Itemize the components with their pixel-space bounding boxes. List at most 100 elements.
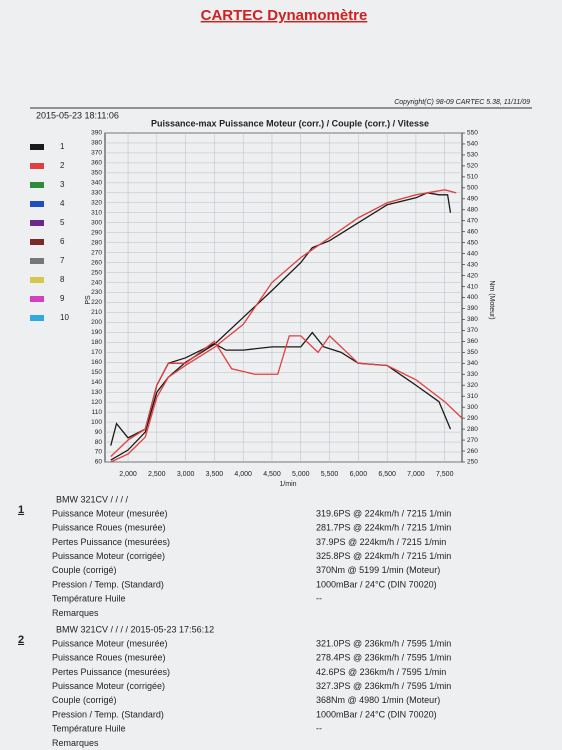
y-tick-label: 270 [91, 249, 102, 256]
legend-label: 4 [60, 199, 65, 208]
x-tick-label: 3,500 [206, 471, 224, 478]
result-value: 42.6PS @ 236km/h / 7595 1/min [316, 667, 446, 677]
chart-title: Puissance-max Puissance Moteur (corr.) /… [151, 118, 429, 128]
result-label: Puissance Roues (mesurée) [52, 653, 166, 663]
x-tick-label: 4,000 [234, 471, 252, 478]
result-value: 321.0PS @ 236km/h / 7595 1/min [316, 638, 451, 648]
y2-tick-label: 450 [467, 239, 478, 246]
y2-tick-label: 500 [467, 185, 478, 192]
legend-swatch [30, 239, 44, 245]
result-value: 368Nm @ 4980 1/min (Moteur) [316, 695, 440, 705]
y-tick-label: 260 [91, 259, 102, 266]
y-tick-label: 320 [91, 200, 102, 207]
y-tick-label: 130 [91, 389, 102, 396]
result-label: Température Huile [52, 724, 126, 734]
result-label: Couple (corrigé) [52, 565, 117, 575]
y2-tick-label: 310 [467, 393, 478, 400]
legend-swatch [30, 315, 44, 321]
y-tick-label: 380 [91, 140, 102, 147]
y-tick-label: 370 [91, 150, 102, 157]
legend-label: 8 [60, 275, 65, 284]
legend-swatch [30, 201, 44, 207]
y-axis-label: PS [85, 295, 92, 305]
y2-tick-label: 340 [467, 360, 478, 367]
y-tick-label: 310 [91, 209, 102, 216]
y-tick-label: 80 [95, 439, 103, 446]
y2-tick-label: 430 [467, 261, 478, 268]
x-tick-label: 3,000 [177, 471, 195, 478]
result-label: Pression / Temp. (Standard) [52, 709, 164, 719]
y-tick-label: 100 [91, 419, 102, 426]
result-value: -- [316, 724, 322, 734]
y2-tick-label: 370 [467, 327, 478, 334]
legend-swatch [30, 258, 44, 264]
result-value: 1000mBar / 24°C (DIN 70020) [316, 709, 437, 719]
x-tick-label: 5,000 [292, 471, 310, 478]
result-value: 319.6PS @ 224km/h / 7215 1/min [316, 508, 451, 518]
result-label: Remarques [52, 608, 99, 618]
legend-label: 7 [60, 256, 65, 265]
legend-label: 9 [60, 294, 65, 303]
y-tick-label: 240 [91, 279, 102, 286]
page-title: CARTEC Dynamomètre [201, 7, 368, 24]
result-label: Pertes Puissance (mesurées) [52, 537, 170, 547]
y-tick-label: 200 [91, 319, 102, 326]
y2-axis-label: Nm (Moteur) [488, 280, 495, 319]
y2-tick-label: 460 [467, 228, 478, 235]
y2-tick-label: 290 [467, 415, 478, 422]
y-tick-label: 250 [91, 269, 102, 276]
y2-tick-label: 530 [467, 152, 478, 159]
y2-tick-label: 320 [467, 382, 478, 389]
x-tick-label: 5,500 [321, 471, 339, 478]
result-value: -- [316, 594, 322, 604]
result-value: 325.8PS @ 224km/h / 7215 1/min [316, 551, 451, 561]
y-tick-label: 210 [91, 309, 102, 316]
legend-label: 6 [60, 237, 65, 246]
legend-swatch [30, 163, 44, 169]
legend-label: 2 [60, 161, 65, 170]
y-tick-label: 330 [91, 190, 102, 197]
y2-tick-label: 510 [467, 174, 478, 181]
y2-tick-label: 270 [467, 437, 478, 444]
series-line [110, 334, 463, 457]
y2-tick-label: 280 [467, 426, 478, 433]
y2-tick-label: 480 [467, 206, 478, 213]
y-tick-label: 290 [91, 229, 102, 236]
legend-swatch [30, 296, 44, 302]
legend-swatch [30, 144, 44, 150]
y2-tick-label: 250 [467, 459, 478, 466]
y-tick-label: 220 [91, 299, 102, 306]
y2-tick-label: 420 [467, 272, 478, 279]
result-value: 37.9PS @ 224km/h / 7215 1/min [316, 537, 446, 547]
x-tick-label: 7,500 [436, 471, 454, 478]
timestamp: 2015-05-23 18:11:06 [36, 110, 119, 120]
legend-label: 10 [60, 313, 69, 322]
result-label: Puissance Moteur (mesurée) [52, 508, 168, 518]
result-label: Puissance Roues (mesurée) [52, 523, 166, 533]
y2-tick-label: 440 [467, 250, 478, 257]
y2-tick-label: 550 [467, 130, 478, 137]
result-label: Puissance Moteur (corrigée) [52, 681, 165, 691]
run-number: 2 [18, 634, 24, 646]
y2-tick-label: 520 [467, 163, 478, 170]
legend-label: 5 [60, 218, 65, 227]
x-tick-label: 6,000 [350, 471, 368, 478]
run-number: 1 [18, 504, 24, 516]
legend-swatch [30, 220, 44, 226]
legend-swatch [30, 277, 44, 283]
y2-tick-label: 470 [467, 217, 478, 224]
y-tick-label: 150 [91, 369, 102, 376]
result-label: Couple (corrigé) [52, 695, 117, 705]
y-tick-label: 170 [91, 349, 102, 356]
legend-label: 3 [60, 180, 65, 189]
result-label: Puissance Moteur (mesurée) [52, 638, 168, 648]
y-tick-label: 360 [91, 160, 102, 167]
y2-tick-label: 400 [467, 294, 478, 301]
y2-tick-label: 260 [467, 448, 478, 455]
result-value: 327.3PS @ 236km/h / 7595 1/min [316, 681, 451, 691]
copyright: Copyright(C) 98-09 CARTEC 5.38, 11/11/09 [394, 99, 530, 106]
y2-tick-label: 330 [467, 371, 478, 378]
y2-tick-label: 350 [467, 349, 478, 356]
